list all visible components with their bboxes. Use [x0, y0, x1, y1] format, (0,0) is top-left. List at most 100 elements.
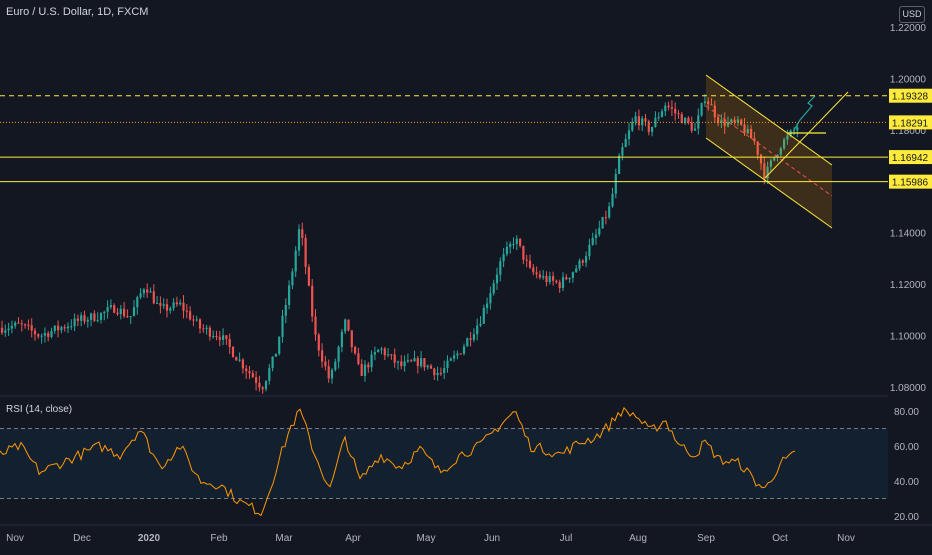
candle-body — [251, 373, 254, 378]
candle-body — [53, 325, 56, 332]
candle-body — [106, 307, 109, 312]
candle-body — [697, 115, 700, 129]
chart-title: Euro / U.S. Dollar, 1D, FXCM — [6, 6, 149, 18]
time-label: Mar — [275, 533, 293, 544]
candle-body — [317, 334, 320, 351]
candle-body — [76, 318, 79, 321]
candle-body — [387, 354, 390, 356]
candle-body — [258, 382, 261, 388]
price-tick-label: 1.18000 — [890, 126, 927, 137]
candle-body — [776, 154, 779, 158]
candle-body — [654, 117, 657, 127]
level-labels: 1.19328 1.18291 1.16942 1.15986 — [889, 88, 932, 189]
candle-body — [278, 336, 281, 354]
candle-body — [680, 114, 683, 124]
channel-drawing[interactable] — [705, 74, 849, 229]
candle-body — [502, 254, 505, 262]
candle-body — [436, 372, 439, 376]
candle-body — [241, 359, 244, 369]
candle-body — [552, 276, 555, 281]
candle-body — [271, 356, 274, 369]
candle-body — [575, 268, 578, 273]
candle-body — [687, 117, 690, 123]
candle-body — [212, 336, 215, 338]
candle-body — [743, 124, 746, 134]
candle-body — [113, 305, 116, 313]
candle-body — [469, 338, 472, 340]
channel-upper-line[interactable] — [705, 74, 833, 166]
candle-body — [624, 138, 627, 147]
candle-body — [486, 303, 489, 308]
candle-body — [545, 275, 548, 283]
candle-body — [525, 259, 528, 261]
candle-body — [627, 130, 631, 139]
candle-body — [690, 122, 693, 131]
candle-body — [123, 308, 126, 317]
candle-body — [268, 368, 271, 381]
time-label: Nov — [837, 533, 855, 544]
trend-line[interactable] — [764, 91, 849, 179]
candle-body — [20, 323, 23, 325]
candle-body — [670, 107, 673, 109]
candle-body — [707, 101, 710, 105]
channel-median-line[interactable] — [705, 105, 833, 197]
time-label: Apr — [345, 533, 361, 544]
candle-body — [304, 237, 307, 267]
candle-body — [96, 319, 99, 321]
candle-body — [456, 353, 459, 356]
candle-body — [264, 380, 268, 390]
candle-body — [281, 315, 284, 337]
candle-body — [746, 128, 749, 134]
rsi-pane[interactable] — [0, 406, 888, 517]
candle-body — [522, 245, 525, 260]
price-pane[interactable] — [0, 74, 888, 394]
rsi-tick-label: 60.00 — [894, 442, 919, 453]
candle-body — [476, 325, 479, 335]
candle-body — [90, 313, 93, 320]
projection-arrow[interactable] — [793, 95, 816, 131]
candle-body — [783, 139, 786, 149]
candle-body — [10, 325, 13, 329]
candle-body — [297, 229, 301, 251]
candle-body — [149, 291, 152, 293]
candle-body — [568, 277, 571, 280]
candle-body — [439, 372, 442, 374]
candle-body — [357, 353, 360, 365]
levels-group — [0, 95, 888, 183]
candle-body — [245, 368, 248, 372]
candle-body — [730, 119, 733, 122]
candle-body — [717, 117, 720, 124]
candle-body — [159, 302, 162, 306]
candle-body — [314, 316, 317, 335]
time-label: Dec — [73, 533, 91, 544]
candle-body — [700, 103, 703, 116]
candle-body — [528, 260, 532, 268]
candle-body — [720, 119, 723, 124]
candle-body — [618, 155, 621, 174]
rsi-scale-ticks: 80.00 60.00 40.00 20.00 — [894, 407, 919, 523]
candle-body — [255, 377, 258, 383]
channel-lower-line[interactable] — [705, 137, 833, 229]
candle-body — [63, 327, 66, 329]
candle-body — [472, 334, 475, 340]
time-axis[interactable]: Nov Dec 2020 Feb Mar Apr May Jun Jul Aug Sep Oct Nov — [6, 533, 855, 544]
candle-body — [588, 244, 591, 257]
candle-body — [80, 315, 83, 321]
candle-body — [73, 318, 76, 327]
price-tick-label: 1.10000 — [890, 332, 927, 343]
level-label: 1.16942 — [892, 153, 929, 164]
candle-body — [146, 289, 149, 293]
candle-body — [363, 364, 367, 376]
currency-button[interactable]: USD — [899, 6, 925, 23]
candle-body — [495, 274, 499, 284]
candle-body — [169, 308, 172, 311]
candle-body — [370, 354, 373, 368]
candle-body — [347, 319, 350, 331]
candle-body — [773, 157, 776, 161]
rsi-tick-label: 20.00 — [894, 512, 919, 523]
level-label: 1.15986 — [892, 178, 929, 189]
level-label-box — [889, 88, 932, 103]
candle-body — [786, 135, 789, 140]
